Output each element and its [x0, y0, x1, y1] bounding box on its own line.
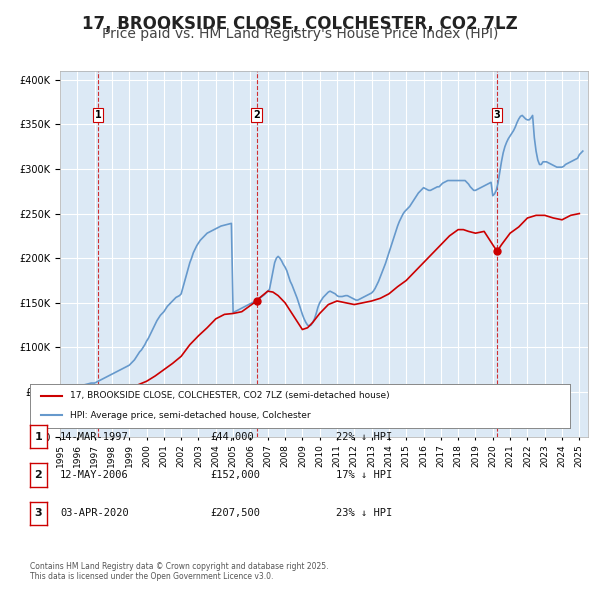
Text: 12-MAY-2006: 12-MAY-2006 [60, 470, 129, 480]
Text: 17, BROOKSIDE CLOSE, COLCHESTER, CO2 7LZ (semi-detached house): 17, BROOKSIDE CLOSE, COLCHESTER, CO2 7LZ… [71, 391, 390, 401]
Text: 23% ↓ HPI: 23% ↓ HPI [336, 509, 392, 518]
Text: 14-MAR-1997: 14-MAR-1997 [60, 432, 129, 441]
Text: 03-APR-2020: 03-APR-2020 [60, 509, 129, 518]
Text: £207,500: £207,500 [210, 509, 260, 518]
Text: 3: 3 [494, 110, 500, 120]
Text: 2: 2 [35, 470, 42, 480]
Text: £152,000: £152,000 [210, 470, 260, 480]
Text: 1: 1 [95, 110, 101, 120]
Text: HPI: Average price, semi-detached house, Colchester: HPI: Average price, semi-detached house,… [71, 411, 311, 420]
Text: 22% ↓ HPI: 22% ↓ HPI [336, 432, 392, 441]
Text: Contains HM Land Registry data © Crown copyright and database right 2025.
This d: Contains HM Land Registry data © Crown c… [30, 562, 329, 581]
Text: 3: 3 [35, 509, 42, 518]
Text: £44,000: £44,000 [210, 432, 254, 441]
Text: 17% ↓ HPI: 17% ↓ HPI [336, 470, 392, 480]
Text: Price paid vs. HM Land Registry's House Price Index (HPI): Price paid vs. HM Land Registry's House … [102, 27, 498, 41]
Text: 17, BROOKSIDE CLOSE, COLCHESTER, CO2 7LZ: 17, BROOKSIDE CLOSE, COLCHESTER, CO2 7LZ [82, 15, 518, 33]
Text: 1: 1 [35, 432, 42, 441]
Text: 2: 2 [253, 110, 260, 120]
